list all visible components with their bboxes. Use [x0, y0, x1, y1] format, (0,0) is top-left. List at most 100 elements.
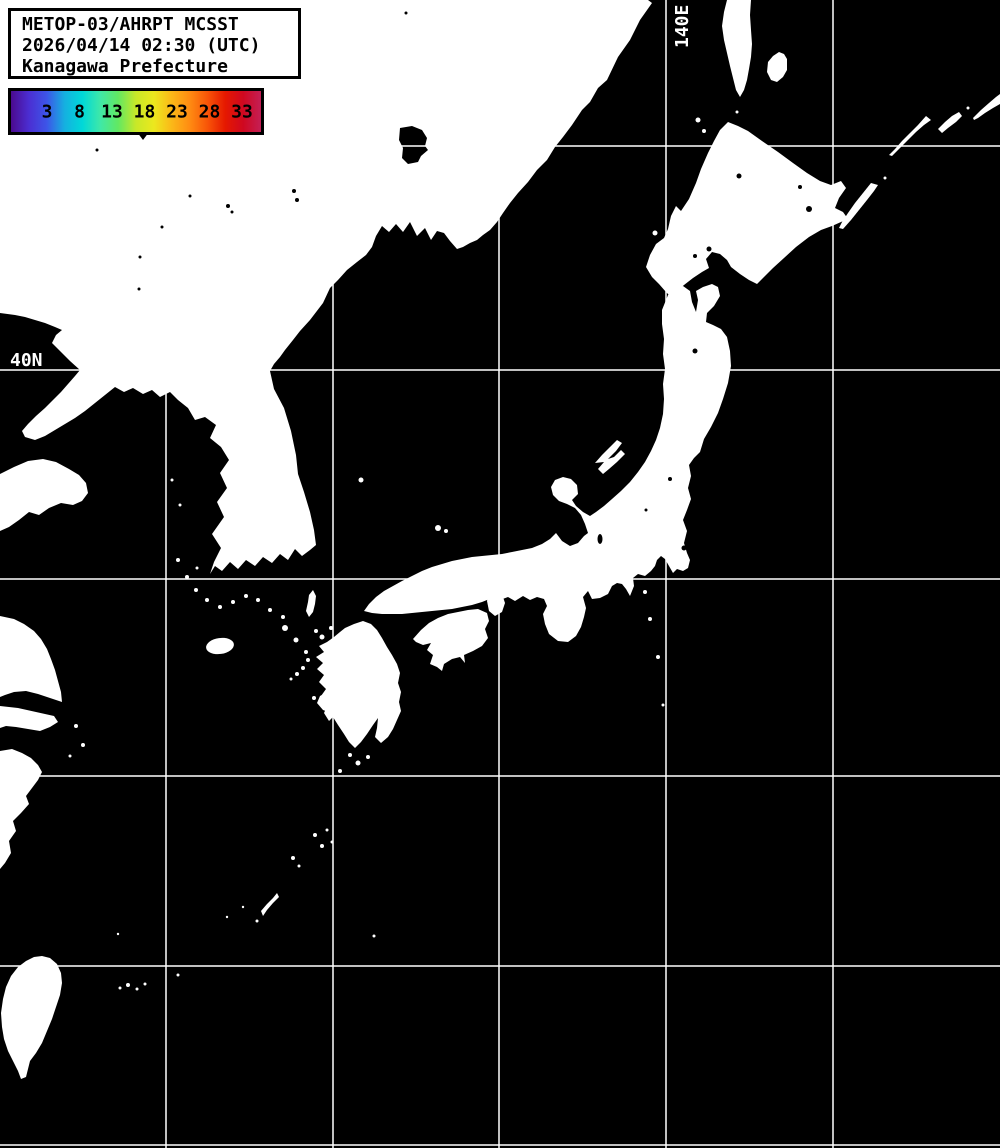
lake-biwa [597, 534, 603, 544]
terrain-speck [295, 198, 299, 202]
lake-speck [806, 206, 812, 212]
island-speck [444, 529, 448, 533]
island-speck [329, 626, 333, 630]
landmasses [0, 0, 1000, 1079]
island-speck [291, 856, 295, 860]
island-speck [458, 600, 462, 604]
island-speck [195, 566, 199, 570]
small-islands [68, 106, 970, 991]
island-speck [218, 605, 222, 609]
island-speck [282, 625, 288, 631]
island-speck [314, 629, 318, 633]
terrain-speck [138, 255, 142, 259]
island-speck [116, 932, 120, 936]
island-speck [320, 844, 324, 848]
island-speck [661, 703, 665, 707]
landmass-shikoku [413, 609, 489, 671]
island-speck [435, 525, 441, 531]
island-jeju [206, 637, 234, 655]
island-speck [883, 176, 887, 180]
island-speck [81, 743, 85, 747]
island-speck [319, 634, 325, 640]
island-speck [735, 110, 739, 114]
region-name: Kanagawa Prefecture [22, 56, 228, 77]
colorbar-tick-label: 13 [101, 101, 123, 122]
island-speck [358, 477, 364, 483]
landmass-asia-continent [0, 0, 652, 574]
island-speck [366, 755, 370, 759]
colorbar-tick-label: 18 [133, 101, 156, 122]
island-speck [966, 106, 970, 110]
island-awaji [487, 589, 505, 616]
landmass-shandong-peninsula [0, 459, 88, 531]
satellite-product-title: METOP-03/AHRPT MCSST [22, 14, 239, 35]
island-speck [372, 934, 376, 938]
island-speck [244, 594, 248, 598]
terrain-speck [292, 189, 296, 193]
island-speck [304, 650, 308, 654]
island-speck [178, 503, 182, 507]
lake-speck [644, 508, 648, 512]
island-speck [185, 575, 189, 579]
island-speck [293, 637, 299, 643]
island-speck [295, 672, 299, 676]
island-speck [241, 905, 245, 909]
lake-speck [668, 477, 672, 481]
terrain-speck [188, 194, 192, 198]
island-speck [289, 677, 293, 681]
colorbar-tick-label: 3 [41, 101, 53, 122]
landmass-zhejiang-coast [0, 749, 42, 869]
island-kunashiri [839, 183, 878, 229]
island-speck [488, 603, 492, 607]
island-speck [231, 600, 235, 604]
island-speck [74, 724, 78, 728]
lakes-and-specks [95, 11, 812, 551]
landmass-sakhalin [722, 0, 752, 97]
lake-speck [681, 545, 687, 551]
terrain-speck [160, 225, 164, 229]
island-speck [473, 598, 477, 602]
island-kuril-northeast [973, 94, 1000, 120]
landmass-taiwan [1, 956, 62, 1079]
island-speck [695, 117, 701, 123]
title-box: METOP-03/AHRPT MCSST 2026/04/14 02:30 (U… [8, 8, 301, 79]
island-speck [281, 615, 285, 619]
island-speck [176, 973, 180, 977]
island-speck [135, 987, 139, 991]
terrain-speck [226, 204, 230, 208]
island-speck [268, 608, 272, 612]
island-speck [702, 129, 706, 133]
island-speck [656, 655, 660, 659]
landmass-shanghai-coast [0, 706, 58, 731]
island-speck [255, 919, 259, 923]
island-speck [68, 754, 72, 758]
landmass-honshu [364, 284, 731, 642]
island-speck [194, 588, 198, 592]
island-speck [225, 915, 229, 919]
landmass-jiangsu-coast [0, 616, 62, 702]
lake-speck [798, 185, 802, 189]
observation-datetime: 2026/04/14 02:30 (UTC) [22, 35, 261, 56]
landmass-kyushu [316, 621, 401, 748]
lake-speck [693, 254, 697, 258]
longitude-label: 140E [672, 5, 693, 48]
island-speck [348, 753, 352, 757]
landmass-hokkaido [646, 122, 848, 297]
island-amakusa [317, 692, 337, 713]
temperature-colorbar: 3 8 13 18 23 28 33 [8, 88, 264, 135]
island-speck [312, 696, 316, 700]
island-speck [297, 864, 301, 868]
lake-speck [736, 173, 742, 179]
island-speck [301, 666, 305, 670]
island-speck [325, 828, 329, 832]
terrain-speck [230, 210, 234, 214]
colorbar-tick-label: 8 [74, 101, 85, 122]
island-speck [306, 658, 310, 662]
island-okinawa [261, 893, 279, 916]
island-tsushima [306, 590, 316, 617]
island-speck [256, 598, 260, 602]
island-speck [143, 982, 147, 986]
